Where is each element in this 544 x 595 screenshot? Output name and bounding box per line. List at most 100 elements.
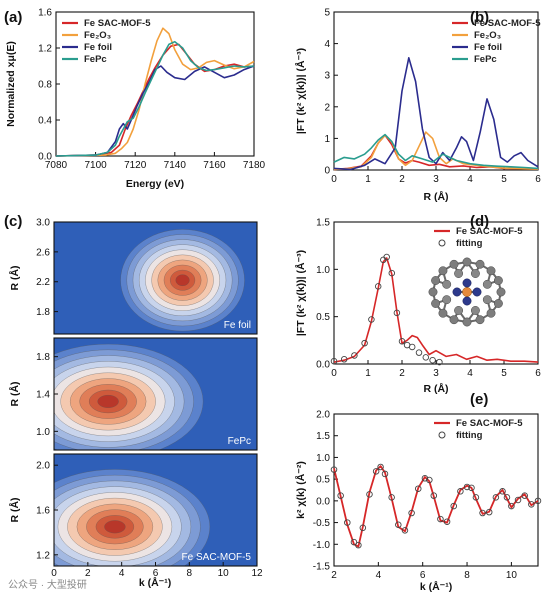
data-point — [450, 502, 457, 510]
data-point — [468, 484, 475, 492]
y-tick-label: -1.5 — [313, 562, 331, 573]
y-tick-label: 0.0 — [316, 496, 330, 507]
x-tick-label: 7160 — [203, 160, 226, 171]
data-point — [408, 509, 415, 517]
data-point — [437, 515, 444, 523]
carbon-atom — [496, 287, 506, 297]
y-tick-label: 2 — [324, 102, 330, 113]
carbon-atom — [454, 269, 464, 278]
data-point — [499, 488, 506, 495]
x-tick-label: 7080 — [45, 160, 68, 171]
data-point — [330, 466, 338, 473]
carbon-atom — [462, 317, 472, 327]
y-tick-label: 1.2 — [38, 44, 52, 55]
data-point — [457, 488, 464, 495]
carbon-atom — [493, 276, 503, 285]
data-point — [463, 483, 471, 491]
y-tick-label: 2.6 — [36, 247, 50, 258]
contour-level — [175, 274, 190, 287]
carbon-atom — [470, 269, 480, 278]
legend-label: Fe SAC-MOF-5 — [474, 18, 541, 29]
data-point — [368, 316, 375, 323]
carbon-atom — [482, 279, 492, 289]
y-tick-label: 5 — [324, 8, 330, 19]
data-point — [408, 343, 416, 351]
panel-a-xlabel: Energy (eV) — [126, 178, 184, 190]
x-tick-label: 6 — [535, 174, 541, 185]
carbon-atom — [454, 306, 464, 315]
data-point — [374, 283, 382, 290]
y-tick-label: 1.0 — [316, 453, 330, 464]
data-point — [351, 352, 358, 359]
carbon-atom — [449, 259, 459, 269]
series-line — [55, 27, 255, 157]
nitrogen-atom — [462, 278, 472, 288]
x-tick-label: 6 — [535, 368, 541, 379]
heatmap-0 — [54, 222, 257, 334]
carbon-atom — [428, 287, 438, 297]
heatmap-1 — [54, 338, 257, 450]
data-point — [521, 492, 528, 499]
molecule-inset — [428, 257, 506, 327]
carbon-atom — [442, 279, 452, 289]
x-tick-label: 10 — [218, 568, 230, 579]
data-point — [340, 356, 348, 363]
y-tick-label: 0.5 — [316, 312, 330, 323]
legend-label: fitting — [456, 430, 483, 441]
data-point — [503, 494, 511, 501]
x-tick-label: 10 — [506, 570, 518, 581]
panel-label-e: (e) — [470, 391, 488, 408]
data-point — [415, 485, 422, 492]
panel-label-b: (b) — [470, 9, 489, 26]
heatmap-2 — [54, 454, 257, 566]
carbon-atom — [486, 308, 496, 318]
data-point — [359, 524, 367, 532]
panel-d-xlabel: R (Å) — [423, 382, 448, 395]
watermark: 公众号 · 大型投研 — [8, 578, 87, 591]
legend-label: Fe foil — [84, 42, 112, 53]
data-point — [398, 338, 406, 345]
y-tick-label: 1.6 — [38, 8, 52, 19]
series-line — [333, 133, 539, 170]
legend-label: Fe SAC-MOF-5 — [456, 418, 523, 429]
carbon-atom — [475, 315, 485, 325]
series-line — [55, 65, 255, 157]
carbon-atom — [493, 299, 503, 308]
data-point — [492, 494, 500, 501]
legend-label: Fe₂O₃ — [84, 30, 111, 41]
carbon-atom — [438, 266, 448, 276]
carbon-atom — [449, 315, 459, 325]
panel-c-xlabel: k (Å⁻¹) — [139, 576, 171, 589]
y-tick-label: 1.2 — [36, 550, 50, 561]
x-tick-label: 0 — [331, 368, 337, 379]
panel-c: Fe foil FePc Fe SAC-MOF-5 1.8 2.2 2.6 3.0 R (Å… — [8, 218, 263, 590]
x-tick-label: 6 — [153, 568, 159, 579]
y-tick-label: 0 — [324, 166, 330, 177]
data-point — [395, 521, 402, 528]
x-tick-label: 5 — [501, 368, 507, 379]
panel-d-ylabel: |FT (k² χ(k))| (Å⁻³) — [294, 250, 307, 336]
y-tick-label: 1.0 — [36, 427, 50, 438]
heatmap-ylabel: R (Å) — [8, 265, 21, 290]
x-tick-label: 4 — [119, 568, 125, 579]
data-point — [344, 519, 351, 526]
panel-e-xlabel: k (Å⁻¹) — [420, 580, 452, 593]
legend-label: Fe SAC-MOF-5 — [456, 226, 523, 237]
data-point — [372, 468, 380, 475]
y-tick-label: 2.2 — [36, 277, 50, 288]
series-line — [333, 465, 539, 548]
x-tick-label: 7140 — [164, 160, 187, 171]
nitrogen-atom — [452, 287, 462, 297]
panel-d: 0 1 2 3 4 5 6 0.0 0.5 1.0 1.5 R (Å) |FT (k² χ(k))|… — [294, 218, 541, 396]
data-point — [355, 541, 362, 549]
heatmap-label: Fe foil — [224, 320, 251, 331]
x-tick-label: 6 — [420, 570, 426, 581]
y-tick-label: 0.4 — [38, 116, 52, 127]
y-tick-label: 1.5 — [316, 431, 330, 442]
y-tick-label: 1.8 — [36, 307, 50, 318]
x-tick-label: 1 — [365, 174, 371, 185]
heatmap-ylabel: R (Å) — [8, 381, 21, 406]
x-tick-label: 7100 — [84, 160, 107, 171]
legend-marker — [438, 431, 446, 439]
y-tick-label: 0.0 — [316, 360, 330, 371]
